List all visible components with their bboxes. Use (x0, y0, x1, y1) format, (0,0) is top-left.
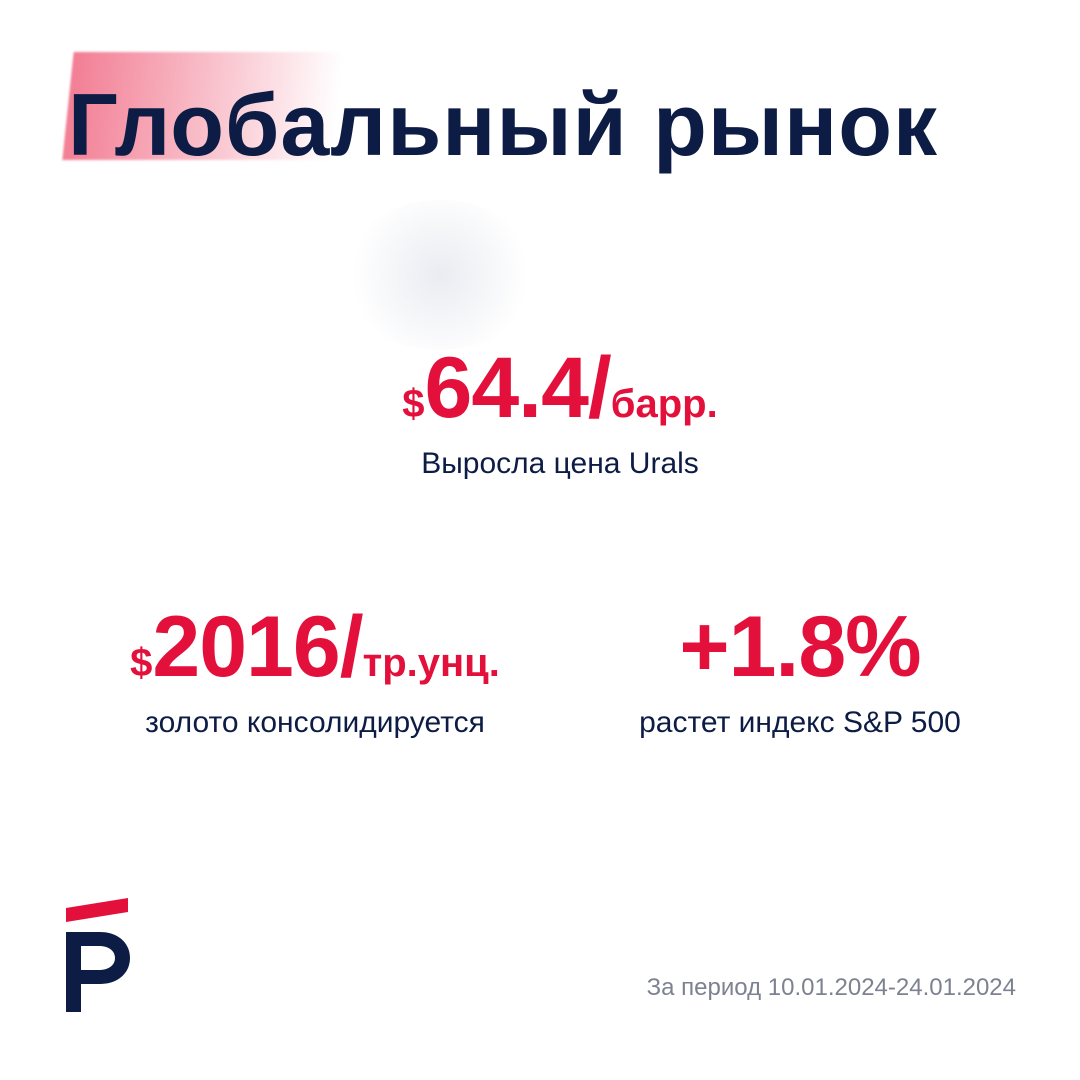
stat-urals-value: $64.4/барр. (345, 345, 775, 431)
stat-sp500-value: +1.8% (590, 604, 1010, 690)
stat-urals-currency: $ (402, 382, 425, 426)
stat-gold-unit: тр.унц. (362, 641, 500, 685)
page-title: Глобальный рынок (68, 75, 939, 174)
stat-gold-currency: $ (130, 641, 153, 685)
stat-urals-unit: барр. (610, 382, 718, 426)
stat-urals-number: 64.4/ (424, 340, 612, 436)
stat-gold-label: золото консолидируется (145, 706, 485, 739)
stat-gold: $2016/тр.унц. золото консолидируется (60, 604, 570, 740)
period-note: За период 10.01.2024-24.01.2024 (646, 974, 1016, 1001)
stat-urals: $64.4/барр. Выросла цена Urals (345, 345, 775, 481)
stat-sp500-label: растет индекс S&P 500 (639, 706, 961, 739)
stat-gold-value: $2016/тр.унц. (60, 604, 570, 690)
stat-gold-number: 2016/ (152, 599, 363, 695)
stat-sp500-number: +1.8% (679, 599, 921, 695)
brand-logo-icon (66, 898, 130, 1012)
decorative-glow (340, 200, 540, 350)
stat-urals-label: Выросла цена Urals (421, 447, 699, 480)
stat-sp500: +1.8% растет индекс S&P 500 (590, 604, 1010, 740)
